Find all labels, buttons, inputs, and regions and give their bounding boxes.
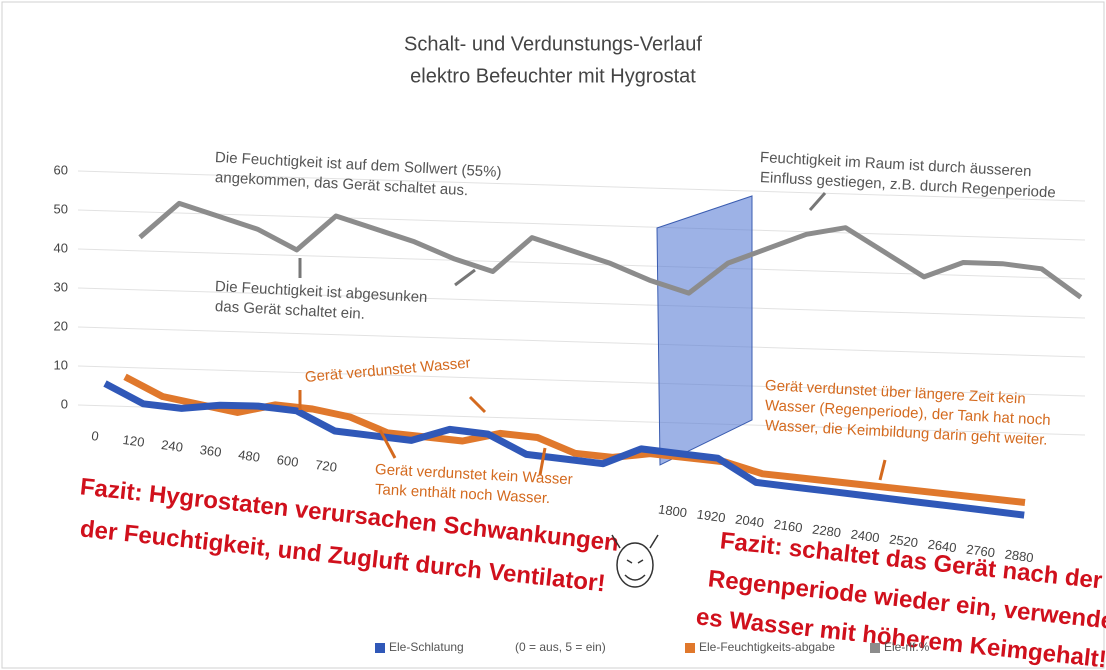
legend-swatch xyxy=(870,643,880,653)
y-tick-label: 20 xyxy=(54,318,68,333)
legend-label: Ele-rlf.% xyxy=(884,640,930,654)
legend-swatch xyxy=(375,643,385,653)
y-tick-label: 60 xyxy=(54,162,68,177)
x-tick-label: 120 xyxy=(122,432,146,450)
x-tick-label: 360 xyxy=(199,442,223,460)
chart: Schalt- und Verdunstungs-Verlauf elektro… xyxy=(0,0,1106,670)
y-tick-label: 30 xyxy=(54,279,68,294)
legend-note: (0 = aus, 5 = ein) xyxy=(515,640,606,654)
highlight-plane xyxy=(657,196,752,465)
y-tick-label: 10 xyxy=(54,357,68,372)
y-tick-label: 40 xyxy=(54,240,68,255)
chart-subtitle: elektro Befeuchter mit Hygrostat xyxy=(410,65,696,87)
legend-swatch xyxy=(685,643,695,653)
y-tick-label: 0 xyxy=(61,396,68,411)
legend-label: Ele-Schlatung xyxy=(389,640,464,654)
y-tick-label: 50 xyxy=(54,201,68,216)
chart-title: Schalt- und Verdunstungs-Verlauf xyxy=(404,33,702,55)
x-tick-label: 480 xyxy=(237,447,261,465)
legend-label: Ele-Feuchtigkeits-abgabe xyxy=(699,640,835,654)
x-tick-label: 240 xyxy=(160,437,184,455)
x-tick-label: 720 xyxy=(314,457,338,475)
x-tick-label: 600 xyxy=(276,452,300,470)
